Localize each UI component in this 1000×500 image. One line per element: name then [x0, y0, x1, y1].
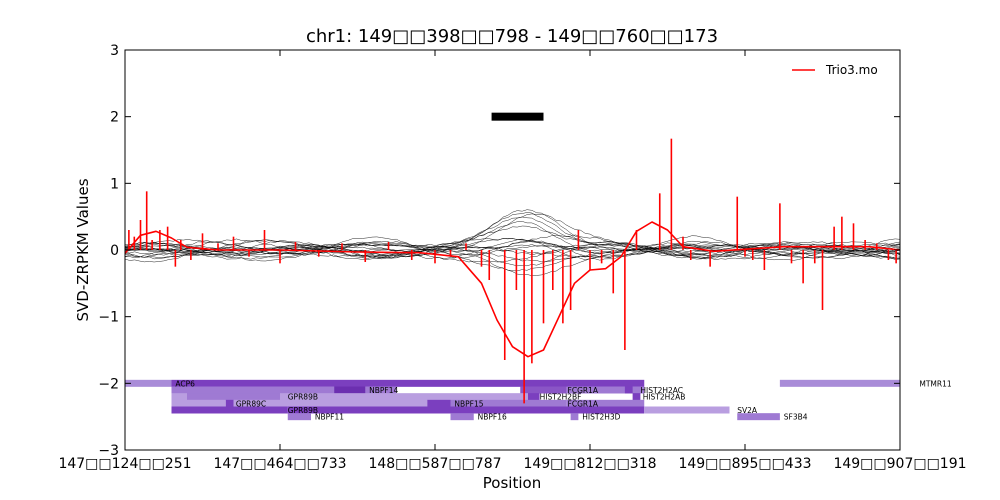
gene-bar — [280, 393, 528, 401]
gene-bar — [566, 399, 645, 407]
y-tick-label: 0 — [110, 243, 119, 259]
gene-bar — [644, 406, 730, 414]
gene-bar — [520, 386, 567, 394]
gene-label: HIST2H2AC — [640, 386, 683, 395]
x-tick-label: 149□□907□□191 — [833, 456, 966, 472]
background-series-line — [125, 238, 900, 262]
x-axis-title: Position — [483, 474, 541, 492]
gene-bar — [427, 399, 451, 407]
x-tick-label: 149□□895□□433 — [678, 456, 811, 472]
gene-bar — [779, 379, 900, 387]
x-tick-label: 148□□587□□787 — [368, 456, 501, 472]
background-series-line — [125, 221, 900, 260]
gene-bar — [280, 406, 288, 414]
y-tick-label: −2 — [98, 376, 119, 392]
y-tick-label: −1 — [98, 310, 119, 326]
gene-bar — [287, 413, 311, 421]
gene-bar — [233, 399, 428, 407]
background-series-line — [125, 243, 900, 258]
gene-label: NBPF15 — [454, 399, 483, 408]
background-series-line — [125, 216, 900, 256]
y-tick-label: 2 — [110, 110, 119, 126]
gene-label: SF3B4 — [784, 413, 808, 422]
y-tick-label: 3 — [110, 43, 119, 59]
legend-label-trio3: Trio3.mo — [825, 63, 878, 77]
gene-label: SV2A — [737, 406, 758, 415]
gene-bar — [287, 406, 645, 414]
gene-bar — [737, 413, 780, 421]
background-series-line — [125, 213, 900, 259]
y-tick-label: 1 — [110, 176, 119, 192]
gene-bar — [570, 413, 579, 421]
gene-bar — [450, 413, 474, 421]
gene-bar — [528, 393, 540, 401]
background-series-line — [125, 242, 900, 276]
x-tick-label: 147□□124□□251 — [58, 456, 191, 472]
gene-label: GPR89B — [288, 393, 318, 402]
chart-title: chr1: 149□□398□□798 - 149□□760□□173 — [306, 26, 718, 47]
gene-labels: ACP6 NBPF14 FCGR1A HIST2H2AC GPR89B HIST2H2BF… — [175, 379, 952, 421]
background-series-line — [125, 246, 900, 263]
y-axis-title: SVD-ZRPKM Values — [74, 178, 92, 321]
gene-bar — [171, 379, 645, 387]
gene-bar — [171, 399, 226, 407]
gene-label: ACP6 — [175, 379, 195, 388]
marker-bar — [491, 112, 544, 121]
gene-bar — [171, 406, 280, 414]
gene-label: NBPF16 — [478, 413, 507, 422]
gene-bar — [566, 386, 645, 394]
gene-bar — [187, 393, 280, 401]
gene-label: GPR89C — [236, 399, 266, 408]
gene-label: HIST2H2AB — [643, 393, 686, 402]
gene-bar — [125, 379, 172, 387]
gene-label: GPR89B — [288, 406, 318, 415]
background-series-line — [125, 240, 900, 267]
background-series-line — [125, 234, 900, 260]
gene-label: NBPF14 — [369, 386, 398, 395]
legend: Trio3.mo — [782, 58, 894, 82]
gene-label: FCGR1A — [568, 399, 599, 408]
gene-bar — [171, 393, 187, 401]
gene-bar — [632, 393, 641, 401]
gene-label: HIST2H3D — [582, 413, 620, 422]
background-series-line — [125, 235, 900, 263]
gene-label: NBPF11 — [315, 413, 344, 422]
gene-bar — [450, 399, 567, 407]
highlight-series-line — [125, 221, 900, 358]
gene-bar — [171, 386, 397, 394]
gene-label: MTMR11 — [919, 379, 952, 388]
gene-label: HIST2H2BF — [540, 393, 582, 402]
plot-area — [125, 112, 900, 421]
gene-bar — [624, 386, 633, 394]
y-tick-label: −3 — [98, 443, 119, 459]
gene-bar — [225, 399, 234, 407]
gene-label: FCGR1A — [568, 386, 599, 395]
x-tick-label: 147□□464□□733 — [213, 456, 346, 472]
x-tick-label: 149□□812□□318 — [523, 456, 656, 472]
gene-bar — [334, 386, 366, 394]
